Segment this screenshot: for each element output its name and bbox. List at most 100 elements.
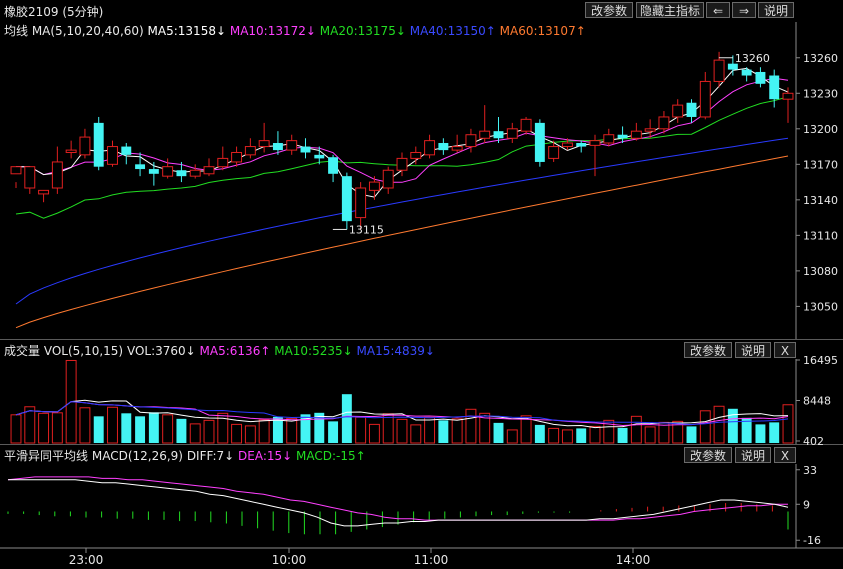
volume-bar	[135, 416, 146, 443]
diff-line	[8, 479, 789, 527]
macd-tick-label: -16	[803, 534, 821, 547]
volume-header: 成交量 VOL(5,10,15) VOL:3760↓ MA5:6136↑ MA1…	[0, 339, 843, 360]
candle-body	[520, 118, 532, 132]
price-tick-label: 13260	[803, 52, 838, 65]
vol-change-params-button[interactable]: 改参数	[684, 342, 732, 358]
macd-legend-prefix: 平滑异同平均线	[4, 448, 89, 463]
candle-body	[741, 69, 752, 76]
volume-bar	[396, 418, 408, 444]
volume-bar	[603, 419, 615, 444]
arrow-right-icon[interactable]: ⇒	[732, 2, 756, 18]
candle-body	[286, 140, 298, 151]
candle-body	[368, 181, 380, 191]
help-button[interactable]: 说明	[758, 2, 794, 18]
candle-body	[782, 92, 794, 100]
volume-bar	[189, 423, 201, 444]
candle-body	[355, 187, 367, 219]
volume-bar	[479, 412, 491, 444]
candle-body	[769, 75, 780, 100]
extreme-price-label: 13115	[349, 223, 384, 236]
time-tick-label: 23:00	[69, 553, 104, 567]
candle-body	[479, 130, 491, 139]
volume-bar	[617, 427, 628, 443]
price-tick-label: 13230	[803, 87, 838, 100]
volume-bar	[699, 410, 711, 444]
candle-body	[548, 146, 560, 159]
arrow-left-icon[interactable]: ⇐	[706, 2, 730, 18]
hide-main-indicator-button[interactable]: 隐藏主指标	[636, 2, 704, 18]
change-params-button[interactable]: 改参数	[585, 2, 633, 18]
volume-bar	[782, 404, 794, 444]
volume-bar	[576, 428, 587, 443]
volume-bar	[589, 425, 601, 444]
volume-bar	[355, 416, 367, 444]
volume-bar	[258, 419, 270, 444]
vol-ma5-value: MA5:6136↑	[199, 343, 271, 358]
volume-bar	[341, 394, 352, 443]
macd-change-params-button[interactable]: 改参数	[684, 447, 732, 463]
volume-bar	[79, 407, 91, 444]
volume-bar	[162, 414, 174, 444]
candle-body	[438, 143, 449, 151]
volume-bar	[300, 414, 311, 443]
ma40-value: MA40:13150↑	[409, 24, 496, 38]
candle-body	[644, 128, 656, 132]
candle-body	[755, 71, 766, 84]
volume-bar	[658, 421, 670, 444]
candle-body	[589, 140, 601, 146]
candle-body	[561, 142, 573, 148]
volume-bar	[328, 421, 339, 443]
volume-bar	[65, 359, 77, 444]
price-tick-label: 13170	[803, 158, 838, 171]
volume-bar	[368, 423, 380, 444]
macd-help-button[interactable]: 说明	[735, 447, 771, 463]
candle-body	[493, 131, 504, 139]
price-tick-label: 13200	[803, 123, 838, 136]
candle-body	[630, 130, 642, 139]
price-tick-label: 13080	[803, 265, 838, 278]
volume-bar	[506, 429, 518, 444]
candle-body	[300, 146, 311, 153]
volume-bar	[410, 424, 422, 444]
candle-body	[658, 116, 670, 130]
volume-bar	[644, 426, 656, 444]
candle-body	[410, 151, 422, 159]
volume-bar	[561, 429, 573, 444]
title-bar: 橡胶2109 (5分钟) 改参数 隐藏主指标 ⇐ ⇒ 说明	[0, 0, 843, 22]
candle-body	[79, 136, 91, 156]
volume-bar	[769, 422, 780, 443]
candle-body	[258, 140, 270, 148]
main-legend: 均线 MA(5,10,20,40,60) MA5:13158↓ MA10:131…	[4, 22, 586, 40]
volume-bar	[755, 424, 766, 443]
volume-bar	[548, 427, 560, 444]
dea-value: DEA:15↓	[238, 448, 293, 463]
extreme-price-label: 13260	[735, 52, 770, 65]
candle-body	[382, 169, 394, 189]
candle-body	[506, 128, 518, 139]
candle-body	[244, 146, 256, 156]
vol-value: VOL:3760↓	[126, 343, 196, 358]
vol-close-icon[interactable]: X	[774, 342, 796, 358]
candle-body	[451, 146, 463, 151]
candle-body	[314, 154, 325, 159]
candle-body	[121, 146, 132, 155]
volume-bar	[534, 424, 545, 443]
time-tick-label: 14:00	[616, 553, 651, 567]
candle-body	[135, 164, 146, 170]
candle-body	[272, 143, 283, 151]
volume-bar	[451, 418, 463, 444]
candle-body	[176, 170, 187, 177]
volume-bar	[217, 412, 229, 444]
volume-bar	[231, 423, 243, 444]
volume-bar	[438, 420, 449, 443]
candle-body	[699, 80, 711, 118]
vol-legend-prefix: 成交量 VOL(5,10,15)	[4, 343, 124, 358]
macd-header: 平滑异同平均线 MACD(12,26,9) DIFF:7↓ DEA:15↓ MA…	[0, 444, 843, 465]
ma20-line	[15, 96, 789, 219]
volume-bar	[493, 422, 504, 443]
macd-close-icon[interactable]: X	[774, 447, 796, 463]
vol-help-button[interactable]: 说明	[735, 342, 771, 358]
candle-body	[51, 161, 63, 189]
time-tick-label: 11:00	[414, 553, 449, 567]
